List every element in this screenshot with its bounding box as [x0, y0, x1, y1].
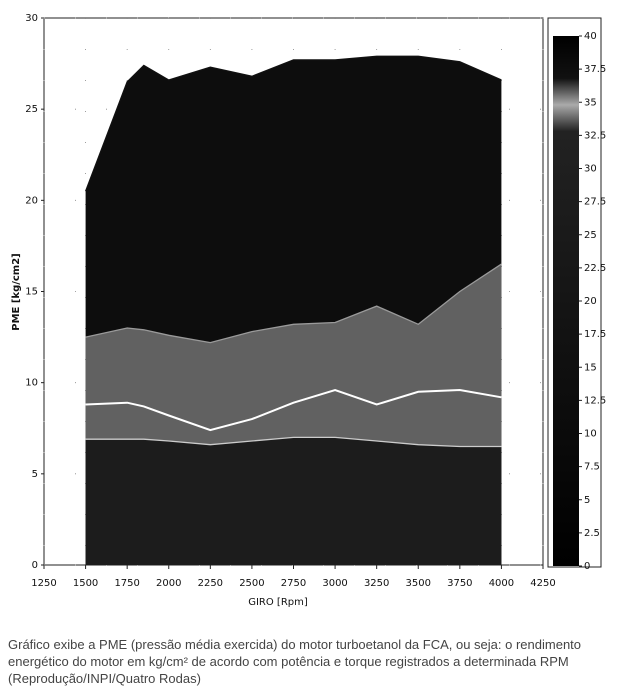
colorbar-tick-label: 32.5	[584, 130, 606, 141]
colorbar-tick-label: 2.5	[584, 528, 600, 539]
contour-line	[85, 436, 502, 448]
colorbar-tick-label: 5	[584, 495, 590, 506]
colorbar-tick-label: 17.5	[584, 329, 606, 340]
y-tick-label: 15	[25, 287, 38, 298]
contour-line	[85, 388, 502, 432]
y-tick-label: 20	[25, 195, 38, 206]
colorbar-tick-label: 22.5	[584, 263, 606, 274]
colorbar-tick-label: 20	[584, 296, 597, 307]
y-tick-label: 5	[32, 469, 38, 480]
x-tick-label: 1250	[31, 578, 56, 589]
x-tick-label: 3500	[406, 578, 431, 589]
y-tick-label: 25	[25, 104, 38, 115]
chart: GIRO [Rpm] PME [kg/cm2] 0 5 10 15 20 25 30 1250…	[11, 13, 606, 608]
colorbar-tick-label: 10	[584, 429, 597, 440]
x-tick-label: 4000	[489, 578, 514, 589]
plot: 0 5 10 15 20 25 30 1250 1500 1750 2000 2250 2500 2750…	[25, 13, 555, 589]
x-tick-label: 2000	[156, 578, 181, 589]
x-tick-label: 1750	[114, 578, 139, 589]
x-tick-label: 2500	[239, 578, 264, 589]
y-tick-label: 0	[32, 560, 38, 571]
colorbar-tick-label: 15	[584, 362, 597, 373]
caption: Gráfico exibe a PME (pressão média exerc…	[8, 637, 582, 686]
colorbar	[553, 36, 579, 566]
contour-line	[85, 263, 502, 344]
x-tick-label: 3000	[322, 578, 347, 589]
colorbar-tick-label: 40	[584, 31, 597, 42]
colorbar-tick-label: 37.5	[584, 64, 606, 75]
colorbar-tick-label: 25	[584, 230, 597, 241]
region-mid	[85, 264, 502, 447]
colorbar-tick-label: 30	[584, 164, 597, 175]
contour-line	[84, 55, 502, 192]
y-tick-label: 10	[25, 378, 38, 389]
colorbar-tick-label: 0	[584, 561, 590, 572]
colorbar-tick-label: 27.5	[584, 197, 606, 208]
colorbar-tick-label: 35	[584, 97, 597, 108]
x-tick-label: 4250	[530, 578, 555, 589]
region-low	[85, 437, 502, 565]
x-axis-label: GIRO [Rpm]	[248, 597, 308, 608]
x-tick-label: 1500	[73, 578, 98, 589]
x-tick-label: 2750	[281, 578, 306, 589]
colorbar-tick-label: 7.5	[584, 462, 600, 473]
x-tick-label: 2250	[198, 578, 223, 589]
colorbar-tick-label: 12.5	[584, 395, 606, 406]
x-tick-label: 3250	[364, 578, 389, 589]
y-axis-label: PME [kg/cm2]	[11, 253, 22, 331]
y-tick-label: 30	[25, 13, 38, 24]
x-tick-label: 3750	[447, 578, 472, 589]
